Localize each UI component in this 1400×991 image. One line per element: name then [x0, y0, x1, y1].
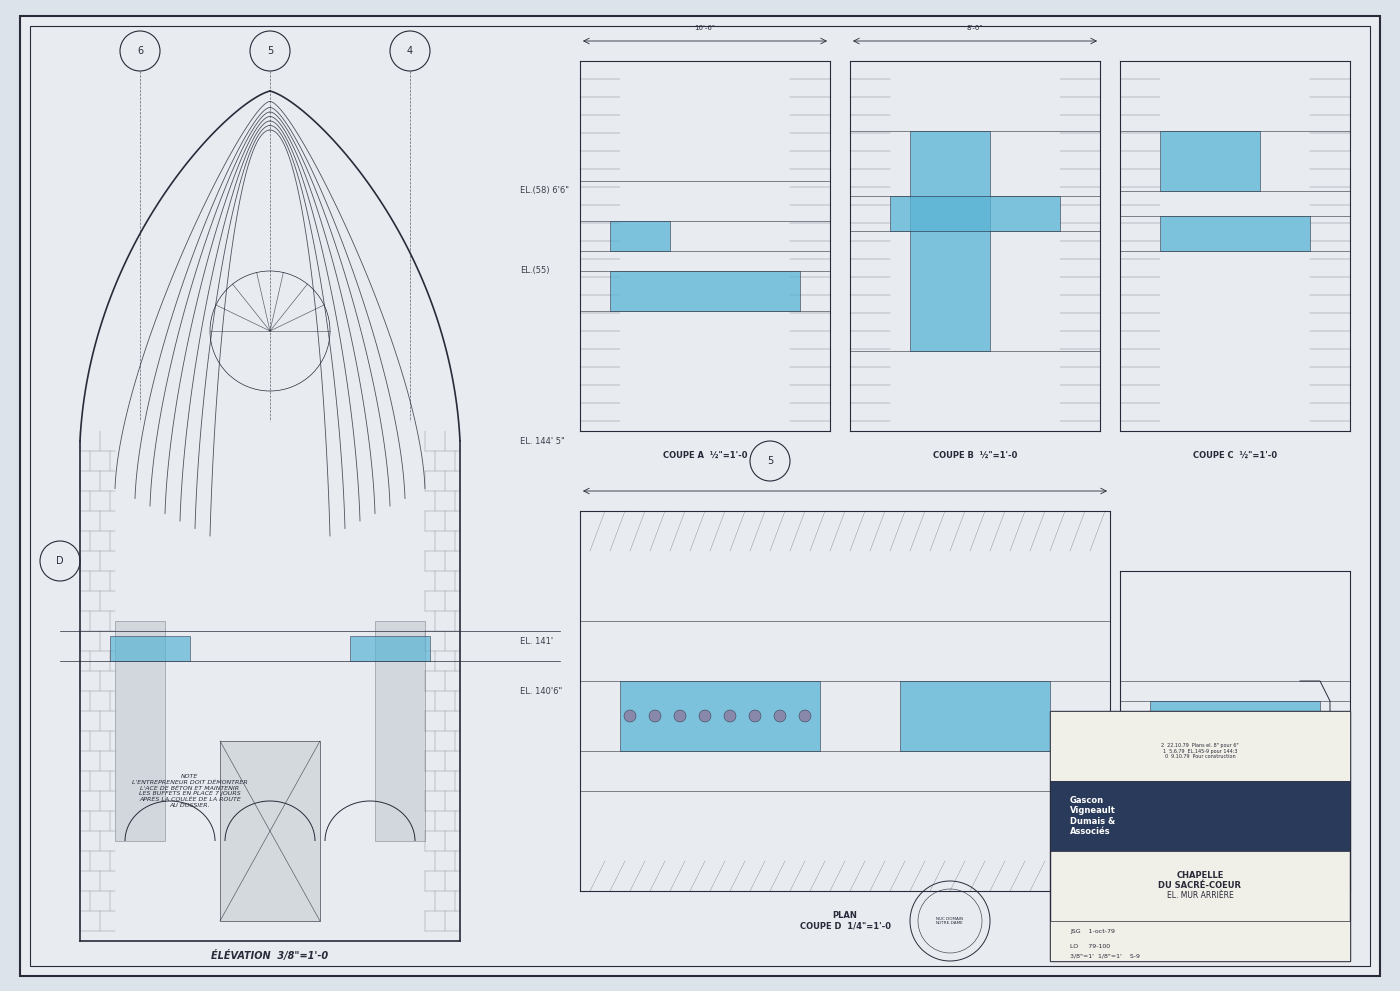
- Text: NUC DOMAIN
NOTRE-DAME: NUC DOMAIN NOTRE-DAME: [937, 917, 963, 926]
- Text: 8'-0": 8'-0": [967, 25, 983, 31]
- Bar: [890, 196, 1060, 231]
- Circle shape: [799, 710, 811, 722]
- Circle shape: [724, 710, 736, 722]
- Text: 2  22.10.79  Plans el. 8" pour 6"
1  5.6.79  EL.145-9 pour 144:3
0  9.10.79  Pou: 2 22.10.79 Plans el. 8" pour 6" 1 5.6.79…: [1161, 742, 1239, 759]
- Text: Gascon
Vigneault
Dumais &
Associés: Gascon Vigneault Dumais & Associés: [1070, 796, 1116, 836]
- Text: NOTE
L'ENTREPRENEUR DOIT DÉMONTRER
L'ACE DE BÉTON ET MAINTENIR
LES BUFFETS EN PL: NOTE L'ENTREPRENEUR DOIT DÉMONTRER L'ACE…: [132, 774, 248, 808]
- Bar: [1050, 711, 1350, 781]
- Circle shape: [1198, 720, 1210, 731]
- Text: 3/8"=1'  1/8"=1'    S-9: 3/8"=1' 1/8"=1' S-9: [1070, 953, 1140, 958]
- Circle shape: [1287, 720, 1298, 731]
- Text: EL.(55): EL.(55): [519, 267, 549, 275]
- Text: CHAPELLE
DU SACRÉ-COEUR: CHAPELLE DU SACRÉ-COEUR: [1159, 871, 1242, 890]
- Text: COUPE C  ½"=1'-0: COUPE C ½"=1'-0: [1193, 451, 1277, 460]
- Bar: [580, 31, 1359, 471]
- Text: 5: 5: [767, 456, 773, 466]
- Circle shape: [749, 710, 762, 722]
- Text: COUPE B  ½"=1'-0: COUPE B ½"=1'-0: [932, 451, 1018, 460]
- Text: ÉLÉVATION  3/8"=1'-0: ÉLÉVATION 3/8"=1'-0: [211, 950, 329, 961]
- Bar: [1161, 131, 1260, 191]
- Bar: [375, 621, 426, 841]
- Circle shape: [1264, 720, 1275, 731]
- Circle shape: [1176, 720, 1187, 731]
- Text: EL. 140'6": EL. 140'6": [519, 687, 563, 696]
- Circle shape: [673, 710, 686, 722]
- Text: 5: 5: [267, 46, 273, 56]
- Bar: [620, 681, 820, 751]
- Text: 6: 6: [137, 46, 143, 56]
- Circle shape: [624, 710, 636, 722]
- Bar: [910, 131, 990, 351]
- Text: EL. 141': EL. 141': [519, 636, 553, 645]
- Circle shape: [1221, 720, 1232, 731]
- Bar: [111, 636, 190, 661]
- Text: EL.(58) 6'6": EL.(58) 6'6": [519, 186, 568, 195]
- Bar: [1050, 781, 1350, 851]
- Bar: [350, 636, 430, 661]
- Circle shape: [1155, 720, 1165, 731]
- Bar: [610, 271, 799, 311]
- Text: LO     79-100: LO 79-100: [1070, 943, 1110, 948]
- Bar: [1050, 711, 1350, 961]
- Circle shape: [699, 710, 711, 722]
- Bar: [900, 681, 1050, 751]
- Text: EL. MUR ARRIÈRE: EL. MUR ARRIÈRE: [1166, 891, 1233, 900]
- Bar: [1149, 701, 1320, 751]
- Text: JSG    1-oct-79: JSG 1-oct-79: [1070, 929, 1114, 934]
- Text: EL. 144' 5": EL. 144' 5": [519, 436, 564, 446]
- Circle shape: [1243, 720, 1253, 731]
- Bar: [220, 741, 321, 921]
- Text: COUPE A  ½"=1'-0: COUPE A ½"=1'-0: [662, 451, 748, 460]
- Bar: [1050, 921, 1350, 961]
- Bar: [1161, 216, 1310, 251]
- Text: PLAN
COUPE D  1/4"=1'-0: PLAN COUPE D 1/4"=1'-0: [799, 911, 890, 931]
- Text: 10'-6": 10'-6": [694, 25, 715, 31]
- Bar: [610, 221, 671, 251]
- Text: COUPE E  ½"=1'-0: COUPE E ½"=1'-0: [1193, 911, 1277, 920]
- Circle shape: [650, 710, 661, 722]
- Text: 4: 4: [407, 46, 413, 56]
- Text: D: D: [56, 556, 64, 566]
- Bar: [115, 621, 165, 841]
- Circle shape: [774, 710, 785, 722]
